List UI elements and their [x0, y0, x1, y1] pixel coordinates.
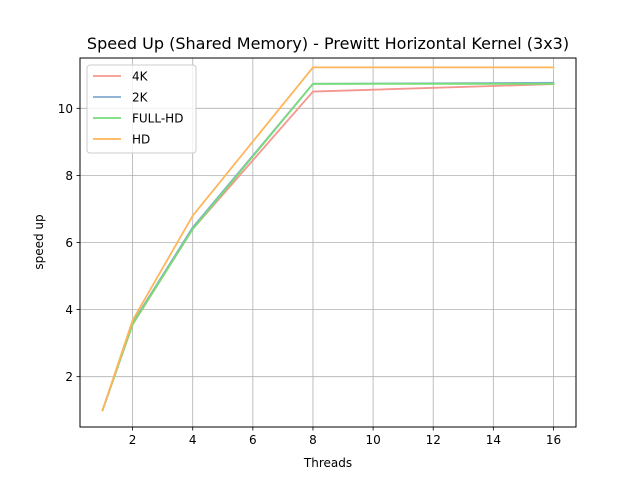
series-lines: [101, 66, 555, 412]
x-tick-label: 6: [249, 433, 257, 447]
legend-label: 2K: [132, 91, 149, 105]
x-axis-label: Threads: [303, 456, 352, 470]
x-tick-label: 10: [365, 433, 380, 447]
grid-lines: [80, 58, 576, 427]
x-tick-label: 8: [309, 433, 317, 447]
legend: 4K 2K FULL-HD HD: [86, 64, 197, 154]
y-tick-label: 4: [65, 303, 73, 317]
legend-entries: 4K 2K FULL-HD HD: [93, 70, 183, 147]
legend-label: HD: [132, 133, 150, 147]
y-tick-label: 6: [65, 236, 73, 250]
x-tick-label: 2: [129, 433, 137, 447]
y-axis-ticks: 2 4 6 8 10: [58, 102, 80, 384]
chart-title: Speed Up (Shared Memory) - Prewitt Horiz…: [87, 34, 569, 53]
x-tick-label: 12: [426, 433, 441, 447]
series-line: [101, 66, 555, 412]
legend-box: [86, 64, 197, 154]
legend-label: FULL-HD: [132, 112, 183, 126]
x-axis-ticks: 2 4 6 8 10 12 14 16: [129, 427, 561, 447]
x-tick-label: 4: [189, 433, 197, 447]
x-tick-label: 14: [486, 433, 501, 447]
y-axis-label: speed up: [32, 214, 46, 269]
y-tick-label: 8: [65, 169, 73, 183]
legend-label: 4K: [132, 70, 149, 84]
x-tick-label: 16: [546, 433, 561, 447]
y-tick-label: 10: [58, 102, 73, 116]
y-tick-label: 2: [65, 370, 73, 384]
